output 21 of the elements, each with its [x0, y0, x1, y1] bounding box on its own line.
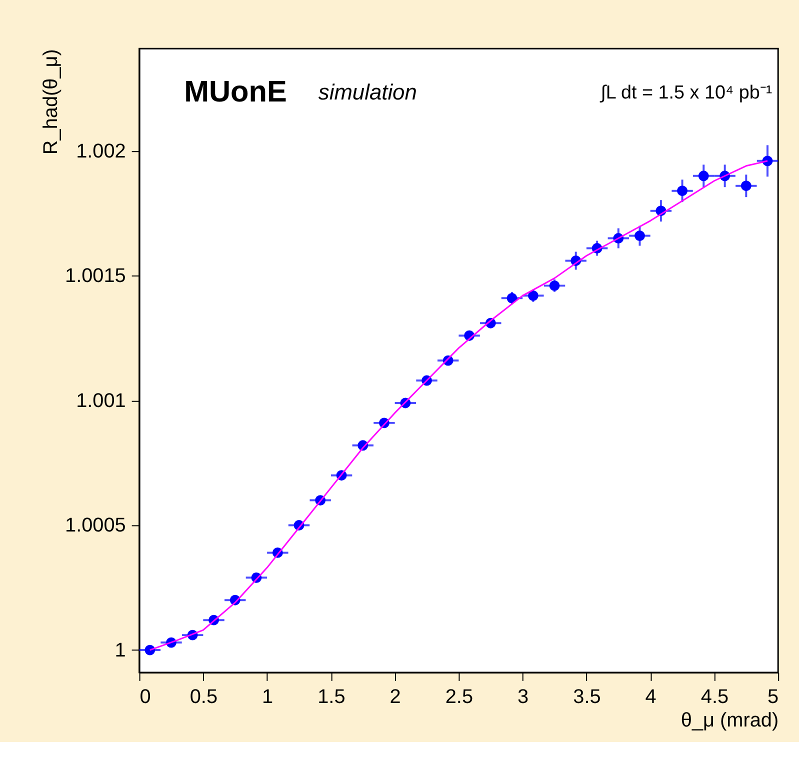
y-tick-label: 1.0005: [65, 514, 126, 537]
x-tick-label: 3.5: [573, 686, 601, 708]
x-tick-label: 2.5: [445, 686, 474, 708]
x-tick-label: 3: [518, 686, 529, 708]
x-tick-label: 1.5: [318, 686, 346, 708]
y-tick-label: 1.001: [76, 390, 126, 412]
annotation: ∫L dt = 1.5 x 10⁴ pb⁻¹: [600, 82, 772, 104]
x-tick-label: 4.5: [700, 686, 729, 708]
x-tick-label: 4: [645, 686, 656, 708]
y-axis-title: R_had(θ_μ): [40, 49, 62, 155]
x-tick-label: 5: [768, 686, 779, 708]
y-tick-label: 1: [114, 640, 126, 662]
x-tick-label: 1: [262, 686, 274, 708]
x-tick-label: 2: [390, 686, 401, 708]
x-axis-title: θ_μ (mrad): [680, 710, 779, 732]
y-tick-label: 1.002: [76, 140, 126, 162]
annotation: simulation: [318, 79, 417, 104]
x-tick-label: 0.5: [190, 686, 218, 708]
annotation: MUonE: [184, 75, 287, 108]
x-tick-label: 0: [140, 686, 151, 708]
y-tick-label: 1.0015: [65, 265, 126, 288]
